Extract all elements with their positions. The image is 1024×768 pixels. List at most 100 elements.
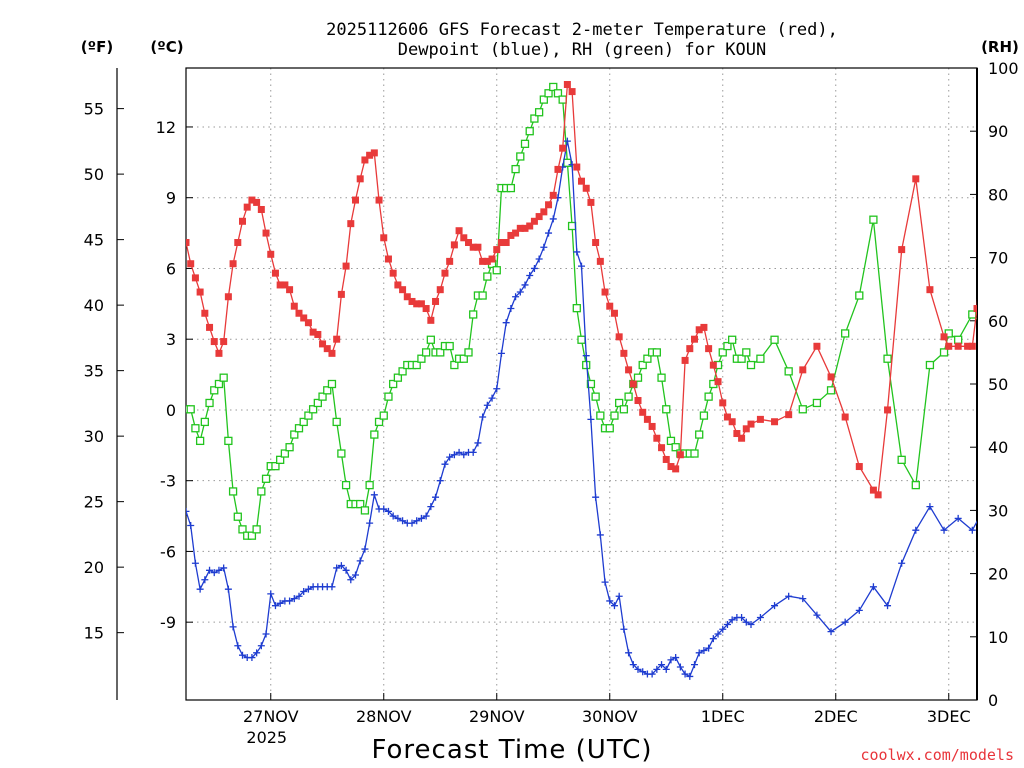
- temperature-point: [559, 144, 567, 152]
- temperature-point: [884, 406, 892, 414]
- dewpoint-point: [493, 385, 501, 393]
- dewpoint-point: [940, 526, 948, 534]
- temperature-point: [196, 288, 204, 296]
- dewpoint-point: [276, 599, 284, 607]
- temperature-line: [186, 82, 977, 497]
- dewpoint-point: [596, 531, 604, 539]
- dewpoint-point: [629, 661, 637, 669]
- celsius-tick-label: -9: [160, 613, 176, 632]
- relative-humidity-point: [285, 443, 294, 452]
- temperature-point: [596, 257, 604, 265]
- temperature-point: [582, 184, 590, 192]
- dewpoint-point: [742, 618, 750, 626]
- relative-humidity-point: [195, 436, 205, 446]
- temperature-point: [465, 239, 472, 247]
- dewpoint-point: [507, 305, 515, 313]
- relative-humidity-point: [596, 411, 605, 420]
- temperature-point: [568, 88, 576, 96]
- dewpoint-point: [224, 585, 232, 593]
- temperature-point: [483, 257, 491, 265]
- credit-text: coolwx.com/models: [860, 746, 1014, 764]
- temperature-point: [450, 241, 458, 249]
- relative-humidity-point: [558, 95, 567, 104]
- temperature-point: [719, 399, 727, 407]
- relative-humidity-point: [723, 341, 732, 351]
- temperature-point: [257, 205, 265, 213]
- temperature-point: [874, 491, 882, 499]
- temperature-point: [408, 297, 416, 305]
- dewpoint-point: [648, 670, 656, 678]
- dewpoint-point: [516, 288, 524, 296]
- relative-humidity-point: [224, 436, 233, 446]
- fahrenheit-tick-label: 45: [84, 231, 104, 250]
- dewpoint-point: [625, 649, 633, 657]
- relative-humidity-point: [855, 291, 864, 300]
- dewpoint-point: [253, 649, 261, 657]
- relative-humidity-point: [633, 373, 643, 382]
- dewpoint-point: [582, 352, 590, 360]
- relative-humidity-point: [520, 139, 530, 148]
- temperature-point: [375, 196, 383, 204]
- temperature-point: [620, 349, 628, 357]
- temperature-point: [799, 366, 807, 374]
- relative-humidity-point: [506, 183, 516, 193]
- temperature-point: [658, 444, 666, 452]
- relative-humidity-point: [997, 393, 1004, 400]
- temperature-point: [526, 222, 534, 230]
- rh-tick-label: 40: [988, 438, 1008, 457]
- dewpoint-point: [196, 585, 204, 593]
- temperature-point: [695, 326, 703, 334]
- rh-tick-label: 50: [988, 375, 1008, 394]
- relative-humidity-point: [841, 329, 850, 338]
- relative-humidity-point: [671, 443, 680, 452]
- dewpoint-point: [526, 272, 534, 280]
- dewpoint-point: [898, 559, 906, 567]
- dewpoint-point: [460, 451, 468, 459]
- rh-tick-label: 20: [988, 565, 1008, 584]
- dewpoint-point: [997, 482, 1004, 489]
- temperature-point: [530, 217, 538, 225]
- temperature-point: [625, 366, 633, 374]
- temperature-point: [356, 175, 364, 183]
- temperature-point: [681, 356, 689, 364]
- temperature-point: [973, 305, 977, 313]
- dewpoint-point: [450, 451, 458, 459]
- temperature-point: [983, 164, 990, 171]
- temperature-point: [601, 288, 609, 296]
- relative-humidity-point: [511, 164, 520, 174]
- temperature-point: [286, 286, 294, 294]
- temperature-point: [709, 361, 717, 369]
- temperature-point: [243, 203, 251, 211]
- temperature-point: [662, 455, 670, 463]
- relative-humidity-point: [544, 89, 553, 98]
- relative-humidity-point: [384, 392, 393, 401]
- temperature-point: [521, 224, 529, 232]
- relative-humidity-point: [459, 354, 468, 363]
- relative-humidity-point: [812, 398, 822, 408]
- relative-humidity-point: [318, 392, 327, 401]
- temperature-point: [549, 191, 557, 199]
- temperature-point: [945, 342, 953, 350]
- relative-humidity-point: [699, 411, 709, 420]
- temperature-point: [342, 262, 350, 270]
- dewpoint-point: [521, 281, 529, 289]
- relative-humidity-point: [567, 221, 577, 231]
- dewpoint-point: [479, 413, 487, 421]
- dewpoint-point: [427, 503, 435, 511]
- relative-humidity-point: [553, 89, 563, 98]
- dewpoint-point: [681, 670, 689, 678]
- relative-humidity-point: [883, 354, 892, 363]
- axes: 129630-3-6-95550454035302520151009080706…: [84, 59, 1019, 747]
- x-tick-label: 1DEC: [701, 707, 745, 726]
- dewpoint-point: [408, 519, 416, 527]
- relative-humidity-point: [304, 411, 313, 420]
- dewpoint-point: [785, 592, 793, 600]
- dewpoint-point: [394, 514, 402, 522]
- relative-humidity-point: [228, 487, 238, 496]
- temperature-point: [869, 486, 877, 494]
- relative-humidity-point: [205, 398, 214, 408]
- relative-humidity-point: [398, 367, 407, 376]
- relative-humidity-point: [393, 373, 403, 382]
- temperature-point: [187, 260, 195, 268]
- dewpoint-point: [488, 394, 496, 402]
